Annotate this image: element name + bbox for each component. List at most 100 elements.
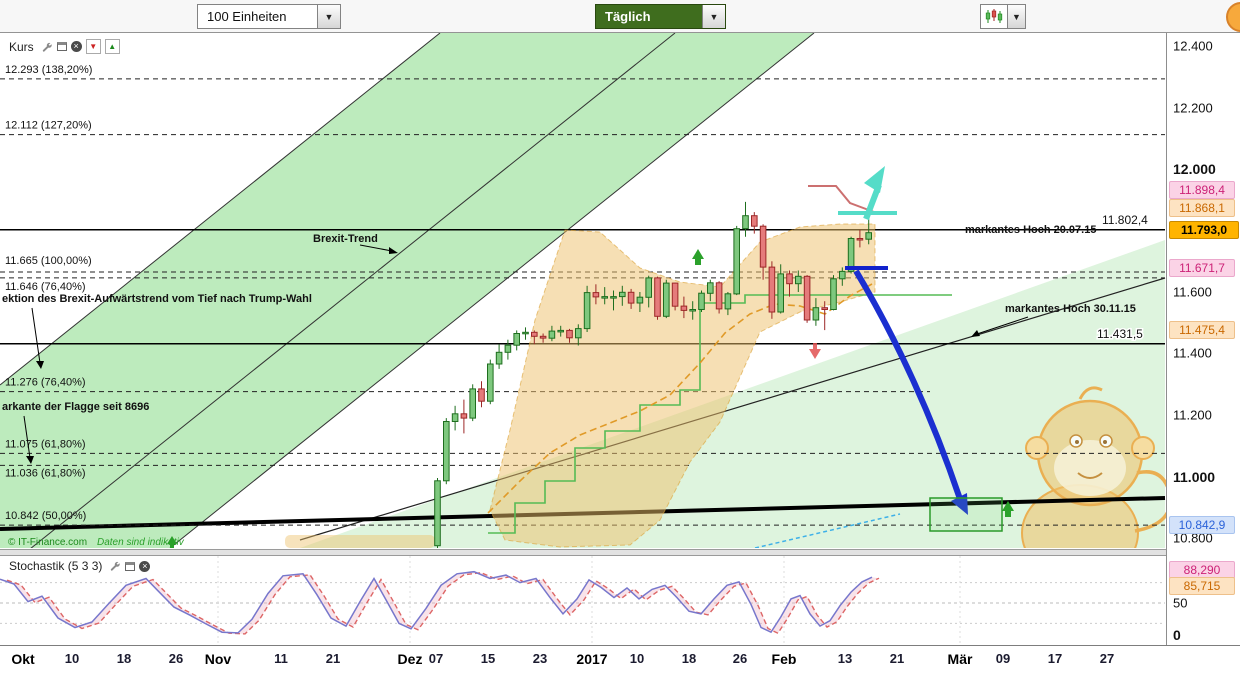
annotation-hoch-200715[interactable]: markantes Hoch 20.07.15 (965, 224, 1096, 236)
target-box[interactable] (929, 497, 1003, 532)
stoch-marker-pink: 88,290 (1169, 561, 1235, 579)
stochastik-panel-header: Stochastik (5 3 3) × (6, 558, 154, 574)
price-marker-pink: 11.898,4 (1169, 181, 1235, 199)
annotation-flagge[interactable]: arkante der Flagge seit 8696 (2, 401, 149, 413)
window-icon[interactable] (125, 561, 136, 571)
price-tick: 11.000 (1173, 469, 1216, 485)
level-label-114315: 11.431,5 (1097, 327, 1143, 341)
indicator-cloud-small (285, 535, 435, 548)
fib-label: 11.665 (100,00%) (5, 255, 92, 267)
date-label-day: 10 (629, 651, 645, 666)
price-marker-orange: 11.475,4 (1169, 321, 1235, 339)
chart-type-button[interactable]: ▼ (980, 4, 1026, 29)
stoch-d-line (6, 571, 880, 635)
candle-body (856, 238, 864, 241)
level-label-118024: 11.802,4 (1102, 213, 1148, 227)
stoch-k-line (0, 570, 873, 634)
candle-body (689, 309, 697, 312)
candlestick-series (434, 201, 873, 548)
green-up-arrow[interactable] (692, 249, 704, 265)
chevron-down-icon[interactable]: ▼ (1007, 5, 1025, 28)
price-tick: 10.800 (1173, 530, 1213, 546)
candle-body (469, 388, 476, 419)
fib-label: 12.112 (127,20%) (5, 120, 92, 132)
price-tick: 11.600 (1173, 284, 1212, 300)
buy-arrow-icon[interactable]: ▲ (104, 39, 120, 54)
channel-upper-line[interactable] (0, 33, 441, 386)
annotation-arrowhead (36, 361, 44, 369)
price-marker-pink: 11.671,7 (1169, 259, 1235, 277)
cyan-up-arrow[interactable] (863, 166, 885, 221)
candle-body (495, 351, 503, 365)
period-dropdown[interactable]: Täglich ▼ (595, 4, 726, 29)
candle-body (759, 225, 767, 268)
date-label-day: 10 (64, 651, 80, 666)
date-label-day: 17 (1047, 651, 1063, 666)
date-label-day: 13 (837, 651, 853, 666)
fib-label: 11.276 (76,40%) (5, 377, 86, 389)
kurs-panel-header: Kurs × ▼ ▲ (6, 38, 123, 55)
date-label-month: Okt (11, 651, 35, 667)
channel-lower-line[interactable] (169, 33, 815, 548)
annotation-arrow (359, 244, 393, 252)
wrench-icon[interactable] (41, 41, 53, 53)
close-icon[interactable]: × (70, 41, 82, 52)
price-chart-canvas[interactable]: 12.293 (138,20%) 12.112 (127,20%) 11.665 (… (0, 33, 1166, 548)
annotation-arrowhead (971, 330, 980, 337)
candle-body (487, 363, 494, 402)
stochastik-panel-title: Stochastik (5 3 3) (9, 559, 103, 573)
rising-support-line[interactable] (299, 277, 1166, 541)
mascot-peek-icon[interactable] (1226, 2, 1240, 32)
candle-body (636, 296, 644, 304)
candle-body (830, 278, 837, 311)
step-support-indicator-line (488, 294, 952, 534)
brexit-trend-line[interactable] (0, 33, 676, 548)
candle-body (434, 480, 441, 547)
toolbar: 100 Einheiten ▼ Täglich ▼ ▼ (0, 0, 1240, 33)
annotation-arrow (976, 316, 1029, 335)
candle-body (786, 273, 793, 285)
annotation-arrow (31, 307, 41, 364)
units-dropdown[interactable]: 100 Einheiten ▼ (197, 4, 341, 29)
green-up-arrow[interactable] (1002, 501, 1014, 517)
candle-body (513, 333, 521, 346)
blue-dashed-indicator-line (754, 513, 901, 548)
candle-body (768, 266, 776, 313)
price-tick: 12.000 (1173, 161, 1216, 177)
candle-body (645, 277, 653, 298)
candle-body (575, 328, 582, 339)
candle-body (451, 413, 459, 422)
price-axis[interactable]: 12.400 12.200 12.000 11.600 11.400 11.200 11.0… (1166, 33, 1240, 645)
candle-body (504, 344, 512, 353)
candle-body (707, 282, 714, 294)
annotation-projektion[interactable]: ektion des Brexit-Aufwärtstrend vom Tief… (2, 293, 312, 305)
annotation-hoch-301115[interactable]: markantes Hoch 30.11.15 (1005, 303, 1136, 315)
candle-body (583, 292, 591, 330)
date-label-day: 26 (168, 651, 184, 666)
wrench-icon[interactable] (109, 560, 121, 572)
close-icon[interactable]: × (139, 560, 151, 572)
time-axis[interactable]: Okt 10 18 26 Nov 11 21 Dez 07 15 23 2017 10 18 26 Feb 13… (0, 645, 1240, 675)
date-label-day: 26 (732, 651, 748, 666)
annotation-brexit-trend[interactable]: Brexit-Trend (313, 233, 378, 245)
green-up-arrow[interactable] (167, 536, 177, 548)
red-down-arrow[interactable] (809, 343, 821, 359)
candle-body (566, 329, 573, 339)
window-icon[interactable] (56, 42, 67, 51)
chevron-down-icon[interactable]: ▼ (702, 5, 725, 28)
red-indicator-line (808, 185, 875, 213)
stochastic-canvas[interactable] (0, 556, 1166, 645)
copyright-text: © IT-Finance.com (8, 537, 87, 548)
fib-label: 11.075 (61,80%) (5, 438, 86, 450)
candle-body (627, 291, 635, 304)
price-tick: 12.400 (1173, 38, 1213, 54)
candle-body (539, 335, 547, 339)
sell-arrow-icon[interactable]: ▼ (85, 39, 101, 54)
date-label-day: 23 (532, 651, 548, 666)
price-tick: 12.200 (1173, 100, 1213, 116)
candle-body (654, 277, 661, 317)
chevron-down-icon[interactable]: ▼ (317, 5, 340, 28)
panel-divider[interactable] (0, 549, 1240, 556)
units-dropdown-value: 100 Einheiten (207, 9, 287, 24)
